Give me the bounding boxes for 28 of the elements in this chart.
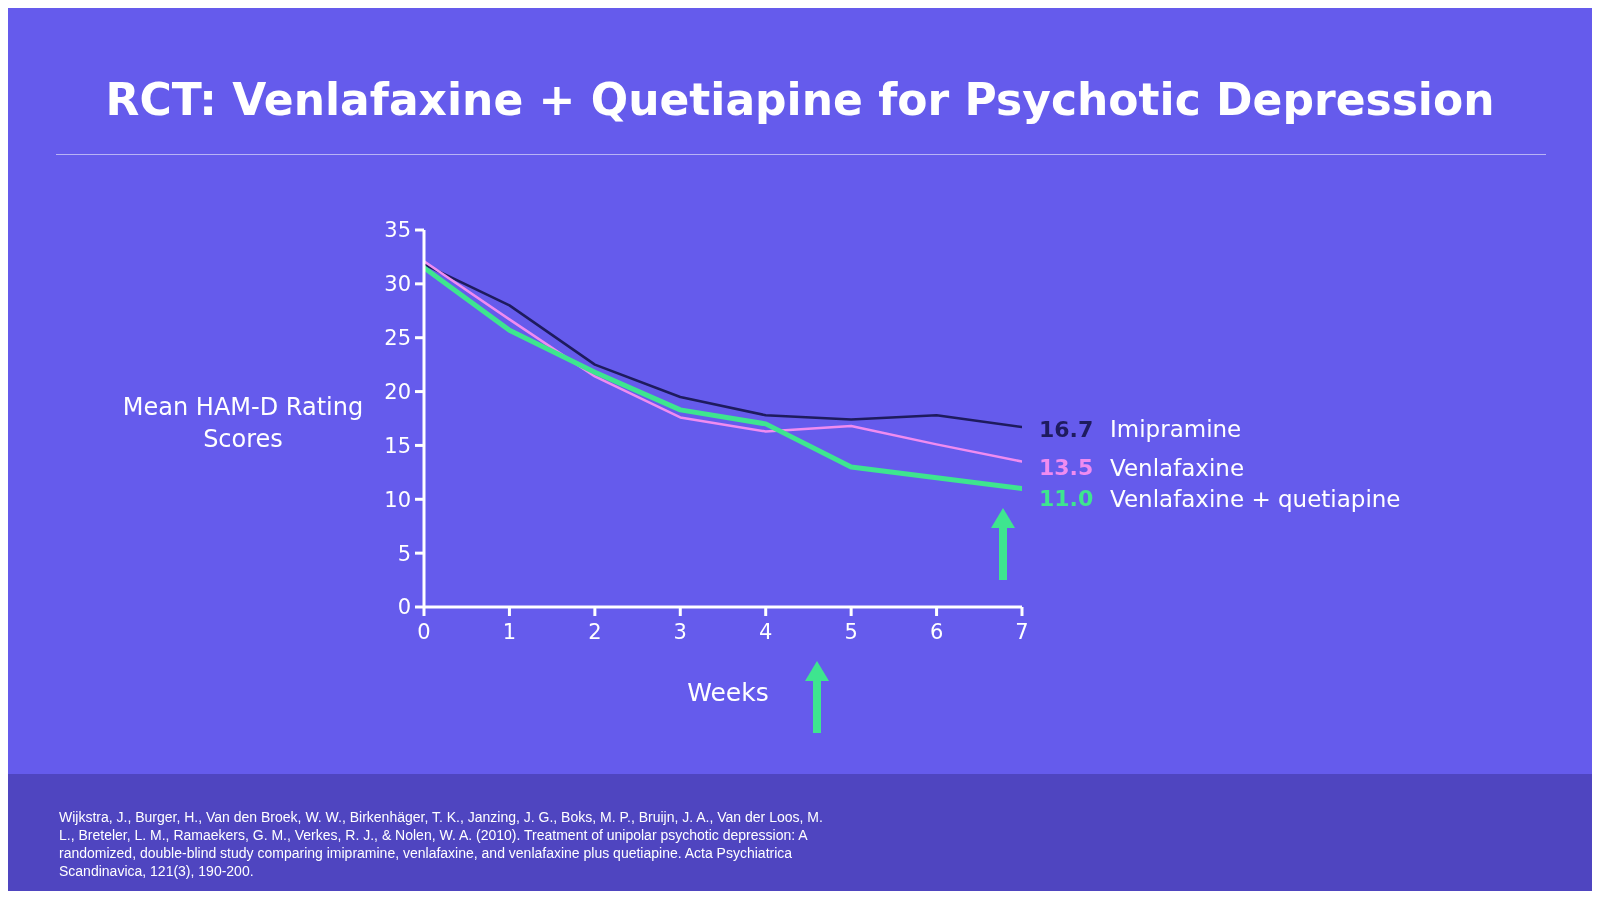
data-label: 13.5 <box>1039 455 1094 481</box>
text: Venlafaxine + quetiapine <box>1110 485 1401 512</box>
y-tick-label: 20 <box>384 380 411 405</box>
line-series <box>424 263 1022 429</box>
x-tick-label: 0 <box>417 619 431 644</box>
text: Venlafaxine <box>1110 454 1245 481</box>
x-tick-label: 6 <box>929 619 944 644</box>
y-axis-title: Mean HAM-D Rating Scores <box>121 392 365 455</box>
text: Wijkstra, J., Burger, H., Van den Broek, W. W., Birkenhäger, T. K., Janzing, J. G., Boks, M. P., Bruijn, J. A., Van der Loos, M. L., Breteler, L. M., Ramaekers, G. M., Verkes, R. J., & Nolen, W. A. (2010). Treatment of unipolar psychotic depression: A randomized, double-blind study comparing imipramine, venlafaxine, and venlafaxine plus quetiapine. Acta Psychiatrica Scandinavica, 121(3), 190-200. <box>59 808 824 880</box>
x-tick-label: 7 <box>1015 619 1029 644</box>
x-tick-label: 4 <box>759 619 773 644</box>
y-tick-label: 15 <box>384 433 411 458</box>
y-tick-label: 30 <box>384 272 411 297</box>
x-tick-label: 2 <box>588 619 602 644</box>
y-tick-label: 10 <box>384 487 411 512</box>
x-tick-label: 5 <box>844 619 858 644</box>
y-tick-label: 0 <box>397 595 411 620</box>
data-label: 16.7 <box>1039 416 1094 442</box>
chart-title: RCT: Venlafaxine + Quetiapine for Psychotic Depression <box>104 74 1496 125</box>
data-label: 11.0 <box>1039 486 1094 512</box>
y-tick-label: 35 <box>384 218 411 243</box>
x-tick-label: 3 <box>673 619 687 644</box>
y-tick-label: 25 <box>384 326 411 351</box>
x-tick-label: 1 <box>502 619 517 644</box>
y-tick-label: 5 <box>397 541 411 566</box>
line-series <box>424 259 1022 463</box>
text: Imipramine <box>1110 416 1242 443</box>
x-axis-title: Weeks <box>686 678 770 707</box>
